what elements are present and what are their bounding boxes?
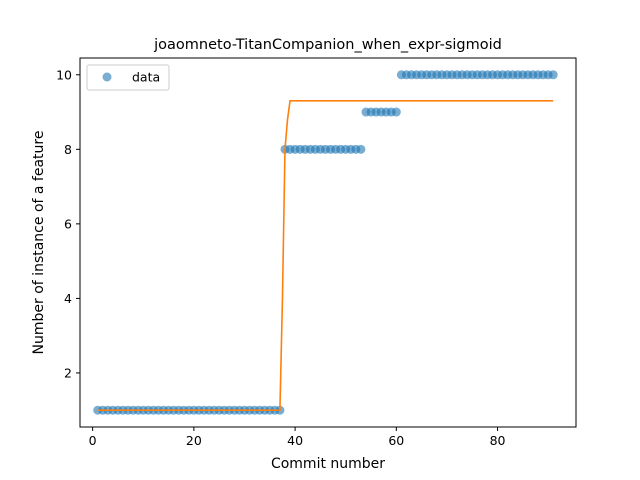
x-axis-label: Commit number [271, 456, 385, 472]
data-point [356, 144, 366, 154]
axes-frame [79, 57, 577, 428]
legend-label: data [132, 70, 160, 85]
x-tick-label: 20 [186, 433, 202, 448]
y-axis-label: Number of instance of a feature [31, 131, 47, 355]
data-point [391, 107, 401, 117]
data-point [548, 70, 558, 80]
x-tick-label: 0 [89, 433, 97, 448]
x-axis: 0 20 40 60 80 [89, 427, 506, 448]
x-tick-label: 60 [388, 433, 404, 448]
x-tick-label: 40 [287, 433, 303, 448]
plot-area [93, 70, 558, 415]
y-axis: 2 4 6 8 10 [56, 67, 80, 380]
y-tick-label: 4 [64, 291, 72, 306]
fit-line [97, 100, 554, 412]
legend: data [86, 64, 170, 91]
legend-box [86, 64, 170, 91]
y-tick-label: 10 [56, 67, 72, 82]
legend-marker [102, 72, 112, 82]
x-tick-label: 80 [490, 433, 506, 448]
chart-title: joaomneto-TitanCompanion_when_expr-sigmo… [153, 37, 502, 53]
y-tick-label: 8 [64, 142, 72, 157]
y-tick-label: 2 [64, 365, 72, 380]
y-tick-label: 6 [64, 216, 72, 231]
